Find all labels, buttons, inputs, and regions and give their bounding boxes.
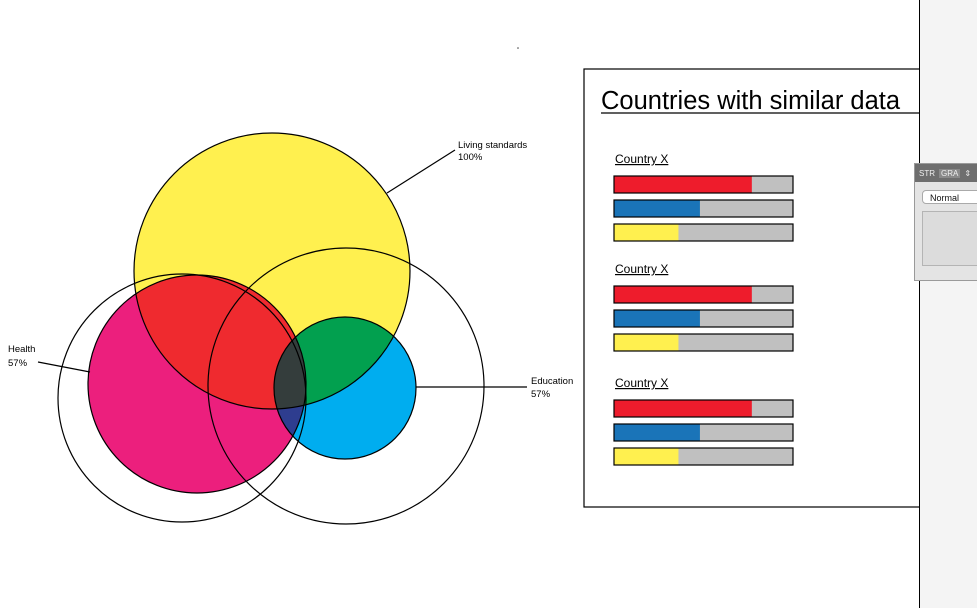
bar-outline (613, 309, 794, 328)
bar-fill (614, 224, 679, 241)
health-label: Health (8, 344, 35, 355)
education-outline (273, 316, 417, 460)
bar-fill (614, 448, 679, 465)
living-standards-leader (386, 149, 456, 194)
stray-dot (517, 47, 519, 49)
tab-gradient[interactable]: GRA (939, 168, 961, 178)
living-standards-label: Living standards (458, 140, 527, 151)
health-outer-ring (57, 273, 307, 523)
bar-outline (613, 175, 794, 194)
country-label: Country X (615, 262, 668, 276)
bar-fill (614, 286, 752, 303)
living-standards-value: 100% (458, 152, 483, 163)
bar-fill (614, 334, 679, 351)
comparison-title: Countries with similar data (601, 87, 901, 115)
health-leader (37, 361, 91, 373)
mode-select[interactable]: Normal (922, 190, 977, 204)
bar-outline (613, 399, 794, 418)
bar-outline (613, 447, 794, 466)
bar-fill (614, 200, 700, 217)
education-label: Education (531, 376, 573, 387)
bar-outline (613, 223, 794, 242)
education-outer-ring (207, 247, 485, 525)
health-value: 57% (8, 358, 28, 369)
floating-panel: STR GRA ⇕ Normal (914, 163, 977, 281)
bar-fill (614, 176, 752, 193)
bar-fill (614, 310, 700, 327)
right-sidebar (919, 0, 977, 608)
education-value: 57% (531, 389, 551, 400)
bar-outline (613, 199, 794, 218)
living-standards-outline (133, 132, 411, 410)
bar-outline (613, 423, 794, 442)
bar-fill (614, 400, 752, 417)
panel-preview-area (922, 211, 977, 266)
health-outline (87, 274, 307, 494)
bar-outline (613, 285, 794, 304)
bar-fill (614, 424, 700, 441)
panel-tab-bar: STR GRA ⇕ (915, 164, 977, 182)
country-label: Country X (615, 376, 668, 390)
country-label: Country X (615, 152, 668, 166)
tab-stroke[interactable]: STR (919, 168, 935, 178)
bar-outline (613, 333, 794, 352)
double-arrow-icon[interactable]: ⇕ (964, 168, 972, 178)
